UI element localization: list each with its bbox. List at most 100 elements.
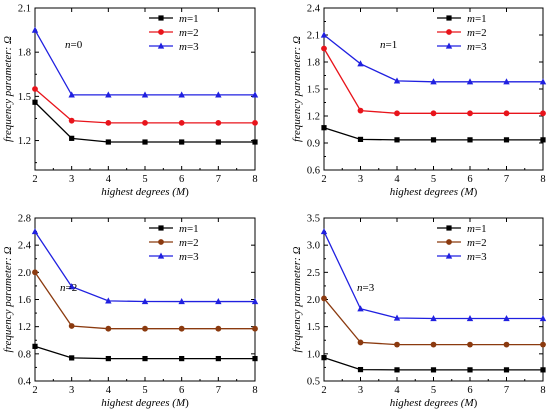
legend-entry: m=3: [179, 41, 199, 53]
data-point: [321, 295, 327, 302]
y-tick-label: 1.5: [18, 92, 31, 103]
legend-swatch-marker: [446, 225, 452, 231]
data-point: [32, 269, 38, 276]
x-tick-label: 8: [252, 174, 257, 185]
data-point: [539, 315, 547, 322]
data-point: [466, 315, 474, 322]
data-point: [393, 314, 401, 321]
chart-panel-4: 2 3 4 5 6 7 8 0.5 1.0 1.5 2.0 2.5 3.0 3.5 m=1 m=2 m=3 n=3…: [291, 214, 547, 409]
y-tick-label: 2.4: [307, 4, 321, 15]
x-tick-label: 7: [216, 174, 221, 185]
data-point: [357, 339, 364, 346]
chart-panel-3: 2 3 4 5 6 7 8 0.4 0.8 1.2 1.6 2.0 2.4 2.8 m=1 m=2 m=3 n=2…: [2, 214, 259, 409]
chart-panel-2: 2 3 4 5 6 7 8 0.6 0.9 1.2 1.5 1.8 2.1 2.4 m=1 m=2 m=3 n=1…: [291, 4, 547, 198]
x-tick-label: 3: [358, 385, 363, 396]
data-point: [430, 315, 437, 322]
x-tick-label: 2: [321, 174, 326, 185]
data-point: [142, 139, 148, 145]
series-m1: [321, 125, 546, 143]
data-point: [68, 117, 75, 124]
data-point: [503, 341, 510, 348]
data-point: [321, 45, 327, 52]
x-tick-label: 5: [431, 174, 436, 185]
data-point: [503, 315, 510, 322]
series-m1: [32, 343, 258, 362]
series-line: [323, 34, 543, 83]
x-tick-label: 7: [504, 385, 509, 396]
y-tick-label: 3.0: [307, 241, 320, 252]
legend-swatch-marker: [446, 15, 452, 21]
data-point: [357, 107, 364, 114]
data-point: [178, 325, 185, 332]
y-axis-label: frequency parameter: Ω: [2, 247, 14, 353]
data-point: [467, 367, 473, 373]
y-axis-label: frequency parameter: Ω: [291, 36, 303, 142]
x-tick-label: 5: [142, 385, 147, 396]
x-tick-label: 8: [252, 385, 257, 396]
data-point: [141, 298, 149, 305]
data-point: [179, 355, 185, 362]
y-tick-label: 2.1: [307, 31, 320, 42]
series-m1: [32, 99, 258, 145]
chart-panel-1: 2 3 4 5 6 7 8 1.2 1.5 1.8 2.1 m=1 m=2 m=3 n=0 highest d…: [2, 4, 259, 198]
data-point: [540, 341, 546, 348]
legend-entry: m=3: [467, 251, 487, 263]
data-point: [178, 119, 185, 126]
series-m1: [321, 355, 546, 373]
data-point: [68, 91, 75, 98]
x-axis-label: highest degrees (M): [390, 186, 478, 198]
x-axis-label: highest degrees (M): [101, 186, 189, 198]
x-tick-label: 6: [179, 174, 184, 185]
series-m2: [321, 295, 546, 348]
data-point: [31, 26, 39, 33]
data-point: [357, 60, 364, 67]
panel-label: n=1: [380, 39, 397, 51]
y-tick-label: 0.6: [307, 166, 320, 177]
y-tick-label: 2.8: [18, 214, 31, 225]
data-point: [394, 110, 400, 117]
data-point: [68, 283, 75, 290]
panel-label: n=0: [65, 39, 83, 51]
data-point: [252, 139, 258, 145]
x-tick-label: 6: [179, 385, 184, 396]
data-point: [466, 78, 474, 85]
legend-entry: m=1: [179, 13, 199, 25]
x-axis-label: highest degrees (M): [101, 397, 189, 409]
data-point: [539, 78, 547, 85]
x-tick-label: 8: [540, 385, 545, 396]
panel-label: n=3: [357, 282, 375, 294]
data-point: [252, 325, 258, 332]
data-point: [503, 137, 510, 143]
data-point: [467, 341, 473, 348]
y-tick-label: 0.4: [18, 377, 32, 388]
legend: m=1 m=2 m=3: [149, 223, 199, 263]
legend: m=1 m=2 m=3: [437, 13, 487, 53]
y-tick-label: 3.5: [307, 214, 320, 225]
data-point: [68, 323, 75, 329]
legend: m=1 m=2 m=3: [149, 13, 199, 53]
legend-swatch-marker: [157, 252, 165, 259]
x-tick-label: 4: [106, 385, 112, 396]
data-point: [32, 86, 38, 92]
x-tick-label: 4: [394, 174, 400, 185]
y-tick-label: 1.2: [18, 136, 31, 147]
x-tick-label: 6: [467, 385, 472, 396]
legend-entry: m=2: [179, 237, 199, 249]
data-point: [503, 78, 510, 85]
legend-entry: m=1: [467, 13, 487, 25]
data-point: [105, 325, 112, 332]
y-tick-label: 2.0: [18, 268, 31, 279]
y-tick-label: 0.8: [18, 349, 31, 360]
y-axis-label: frequency parameter: Ω: [291, 247, 303, 353]
x-tick-label: 5: [142, 174, 147, 185]
y-tick-label: 1.5: [307, 85, 320, 96]
series-m2: [32, 86, 258, 126]
data-point: [179, 139, 185, 145]
legend-swatch-marker: [158, 225, 164, 231]
y-tick-label: 2.5: [307, 268, 320, 279]
x-tick-label: 2: [32, 174, 37, 185]
data-point: [430, 367, 437, 373]
data-point: [251, 91, 259, 98]
y-tick-label: 2.0: [307, 295, 320, 306]
x-tick-label: 2: [321, 385, 326, 396]
